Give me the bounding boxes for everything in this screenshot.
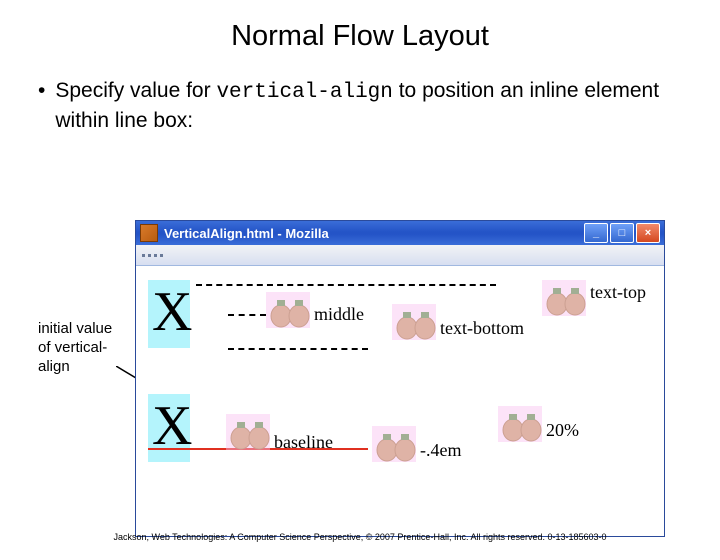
big-x: X: [152, 398, 192, 454]
window-title: VerticalAlign.html - Mozilla: [164, 226, 582, 241]
footer: Jackson, Web Technologies: A Computer Sc…: [0, 532, 720, 542]
figure: VerticalAlign.html - Mozilla _ □ × X: [135, 220, 665, 537]
big-x: X: [152, 284, 192, 340]
toolbar: [136, 245, 664, 266]
dash-line: [228, 314, 266, 316]
toolbar-dot: [142, 254, 145, 257]
label-baseline: baseline: [274, 432, 333, 453]
annotation-label: initial value of vertical-align: [38, 320, 118, 376]
label-text-top: text-top: [590, 282, 646, 303]
label-text-bottom: text-bottom: [440, 318, 524, 339]
close-button[interactable]: ×: [636, 223, 660, 243]
line-2: X baseline -.4em 20%: [146, 390, 654, 490]
bullet-dot: •: [38, 77, 45, 105]
browser-window: VerticalAlign.html - Mozilla _ □ × X: [135, 220, 665, 537]
hl-pink: [372, 426, 416, 462]
label-middle: middle: [314, 304, 364, 325]
title-bar: VerticalAlign.html - Mozilla _ □ ×: [136, 221, 664, 245]
bullet: • Specify value for vertical-align to po…: [0, 77, 720, 136]
hl-pink: [542, 280, 586, 316]
content-area: X middle text-bottom text-top: [136, 266, 664, 536]
slide-title: Normal Flow Layout: [0, 20, 720, 53]
line-1: X middle text-bottom text-top: [146, 274, 654, 356]
label-neg4em: -.4em: [420, 440, 461, 461]
maximize-button[interactable]: □: [610, 223, 634, 243]
bullet-code: vertical-align: [216, 81, 392, 104]
hl-pink: [392, 304, 436, 340]
toolbar-dot: [148, 254, 151, 257]
hl-pink: [226, 414, 270, 450]
hl-pink: [266, 292, 310, 328]
toolbar-dot: [154, 254, 157, 257]
hl-pink: [498, 406, 542, 442]
bullet-pre: Specify value for: [55, 79, 216, 102]
bullet-text: Specify value for vertical-align to posi…: [55, 77, 682, 136]
toolbar-dot: [160, 254, 163, 257]
app-icon: [140, 224, 158, 242]
dash-line: [196, 284, 496, 286]
dash-line: [228, 348, 368, 350]
minimize-button[interactable]: _: [584, 223, 608, 243]
label-20pct: 20%: [546, 420, 579, 441]
